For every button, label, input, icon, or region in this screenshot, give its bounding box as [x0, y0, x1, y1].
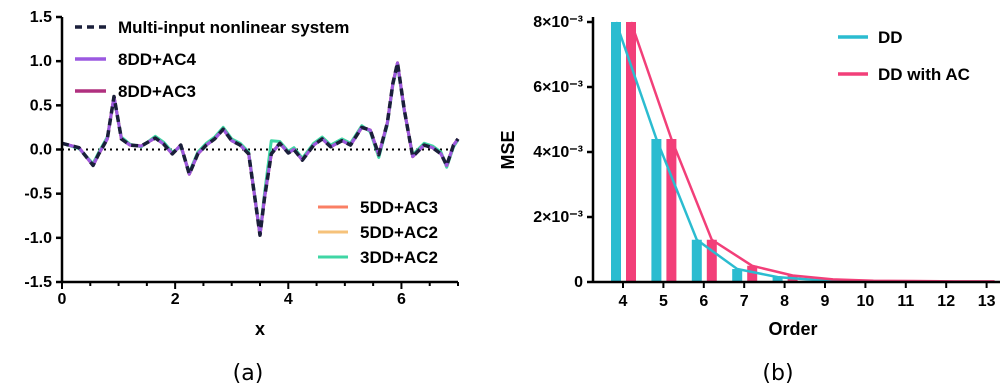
bar-dd	[732, 269, 743, 282]
x-tick-label: 0	[58, 291, 67, 308]
x-tick-label: 5	[659, 293, 668, 310]
y-tick-label: 4×10⁻³	[533, 144, 583, 161]
bar-dd	[611, 22, 621, 282]
x-tick-label: 2	[171, 291, 180, 308]
x-tick-label: 6	[397, 291, 406, 308]
y-tick-label: 0	[574, 274, 583, 291]
x-tick-label: 6	[699, 293, 708, 310]
legend-label: DD with AC	[878, 65, 970, 84]
x-tick-label: 8	[780, 293, 789, 310]
bar-dd	[772, 277, 783, 282]
panel-a-label: (a)	[233, 361, 264, 386]
panel-b-x-label: Order	[768, 319, 817, 339]
legend-label: 8DD+AC4	[118, 50, 196, 69]
legend-label: 5DD+AC3	[360, 198, 438, 217]
trend-line-dd-with-ac	[629, 21, 995, 283]
y-tick-label: 0.5	[30, 97, 52, 114]
panel-b-bar-chart: 02×10⁻³4×10⁻³6×10⁻³8×10⁻³4 5 6 7 8 9 10 11 12 13 …	[498, 14, 1000, 386]
bar-dd-with-ac	[747, 265, 758, 282]
bar-dd-with-ac	[706, 239, 717, 282]
panel-a-line-chart: -1.5 -1.0 -0.5 0.0 0.5 1.0 1.5 0 2 4 6 x Multi-inp…	[24, 9, 460, 386]
x-tick-label: 9	[821, 293, 830, 310]
y-tick-label: 8×10⁻³	[533, 14, 583, 31]
x-tick-label: 4	[619, 293, 628, 310]
y-tick-label: -0.5	[24, 186, 52, 203]
panel-b-label: (b)	[762, 361, 793, 386]
legend-label: Multi-input nonlinear system	[118, 18, 349, 37]
y-tick-label: -1.5	[24, 274, 52, 291]
y-tick-label: 1.5	[30, 9, 52, 26]
legend-label: 3DD+AC2	[360, 248, 438, 267]
x-tick-label: 12	[937, 293, 955, 310]
x-tick-label: 10	[857, 293, 875, 310]
bar-dd	[651, 139, 662, 282]
legend-label: 5DD+AC2	[360, 223, 438, 242]
series-line-reference	[61, 61, 460, 237]
x-tick-label: 7	[740, 293, 749, 310]
y-tick-label: 6×10⁻³	[533, 79, 583, 96]
legend-label: DD	[878, 28, 903, 47]
y-tick-label: 1.0	[30, 53, 52, 70]
bar-dd	[691, 239, 702, 282]
y-tick-label: 0.0	[30, 142, 52, 159]
bar-dd-with-ac	[626, 22, 636, 282]
legend-label: 8DD+AC3	[118, 82, 196, 101]
x-tick-label: 13	[978, 293, 996, 310]
y-tick-label: -1.0	[24, 230, 52, 247]
x-tick-label: 11	[897, 293, 914, 310]
panel-b-y-label: MSE	[498, 130, 518, 169]
bar-dd-with-ac	[666, 139, 677, 282]
y-tick-label: 2×10⁻³	[533, 209, 583, 226]
x-tick-label: 4	[284, 291, 293, 308]
panel-a-x-label: x	[255, 319, 265, 339]
